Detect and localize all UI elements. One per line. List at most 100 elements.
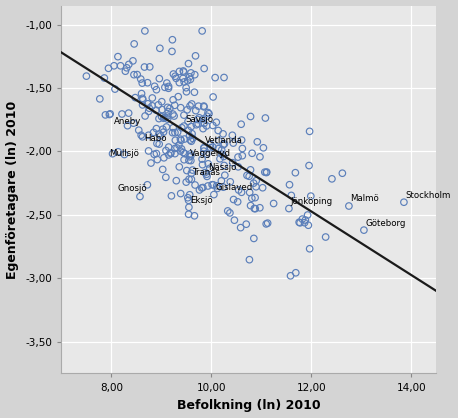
- Point: [210, 181, 217, 188]
- Point: [200, 145, 207, 151]
- Point: [193, 121, 200, 128]
- Point: [231, 217, 238, 224]
- Point: [203, 113, 211, 120]
- Point: [181, 136, 188, 143]
- Point: [171, 102, 178, 109]
- Point: [213, 119, 220, 126]
- Point: [184, 107, 191, 113]
- Point: [129, 58, 136, 64]
- Point: [106, 111, 113, 118]
- Point: [137, 132, 145, 138]
- Point: [137, 76, 144, 82]
- Point: [199, 161, 206, 168]
- Point: [246, 189, 253, 196]
- Point: [201, 65, 208, 72]
- Point: [328, 176, 336, 182]
- Point: [194, 116, 201, 123]
- Point: [216, 155, 224, 162]
- Point: [109, 150, 116, 157]
- Point: [165, 85, 172, 92]
- Point: [237, 224, 244, 231]
- Point: [307, 193, 315, 199]
- Point: [188, 176, 195, 183]
- Point: [161, 114, 169, 121]
- Point: [170, 71, 177, 77]
- Point: [191, 182, 199, 189]
- Point: [118, 111, 125, 117]
- Point: [288, 192, 295, 199]
- Point: [167, 150, 174, 157]
- Point: [175, 163, 183, 170]
- Point: [162, 147, 169, 154]
- Point: [158, 98, 165, 105]
- Point: [247, 166, 254, 173]
- Point: [239, 145, 246, 152]
- Point: [200, 104, 207, 110]
- Point: [187, 150, 194, 157]
- Point: [203, 171, 210, 178]
- Point: [306, 128, 313, 135]
- Point: [220, 141, 227, 148]
- Point: [185, 118, 192, 125]
- Point: [256, 153, 264, 160]
- Point: [176, 79, 183, 86]
- Point: [187, 153, 195, 159]
- Point: [198, 28, 206, 34]
- Point: [131, 94, 139, 101]
- Point: [198, 185, 205, 191]
- Point: [164, 113, 171, 120]
- Point: [153, 87, 160, 93]
- Point: [248, 195, 256, 201]
- Point: [173, 177, 180, 184]
- Point: [134, 71, 141, 78]
- Point: [185, 157, 192, 164]
- Point: [184, 77, 191, 84]
- Point: [245, 173, 253, 180]
- Point: [224, 208, 231, 214]
- Point: [169, 129, 176, 136]
- Point: [151, 83, 158, 89]
- Point: [139, 133, 146, 140]
- Point: [173, 75, 180, 82]
- Point: [146, 64, 153, 70]
- Point: [160, 115, 167, 122]
- Point: [131, 41, 138, 47]
- Point: [191, 71, 198, 78]
- Point: [239, 152, 246, 159]
- Point: [146, 105, 153, 112]
- Point: [150, 129, 157, 136]
- Point: [209, 122, 217, 129]
- Point: [247, 202, 254, 209]
- Point: [155, 115, 163, 122]
- Point: [256, 204, 263, 211]
- Point: [186, 74, 193, 80]
- Point: [160, 155, 168, 161]
- Point: [139, 95, 146, 102]
- Point: [220, 74, 228, 81]
- Point: [345, 203, 353, 209]
- Point: [196, 186, 203, 193]
- Point: [322, 234, 329, 240]
- Point: [203, 151, 210, 158]
- Point: [180, 112, 188, 118]
- Point: [169, 125, 177, 131]
- Point: [200, 116, 207, 122]
- Point: [173, 145, 180, 151]
- Point: [164, 104, 171, 111]
- Text: Vetlanda: Vetlanda: [205, 136, 243, 145]
- Point: [287, 273, 294, 279]
- Point: [251, 205, 259, 212]
- Point: [219, 130, 227, 137]
- Point: [177, 190, 184, 197]
- Point: [220, 153, 227, 160]
- Point: [158, 113, 165, 120]
- Point: [153, 107, 160, 114]
- Point: [210, 191, 218, 198]
- Point: [160, 129, 167, 135]
- Point: [177, 136, 184, 143]
- Point: [188, 123, 195, 130]
- Point: [176, 68, 183, 75]
- Point: [144, 100, 152, 107]
- Point: [144, 79, 151, 86]
- Point: [191, 89, 198, 96]
